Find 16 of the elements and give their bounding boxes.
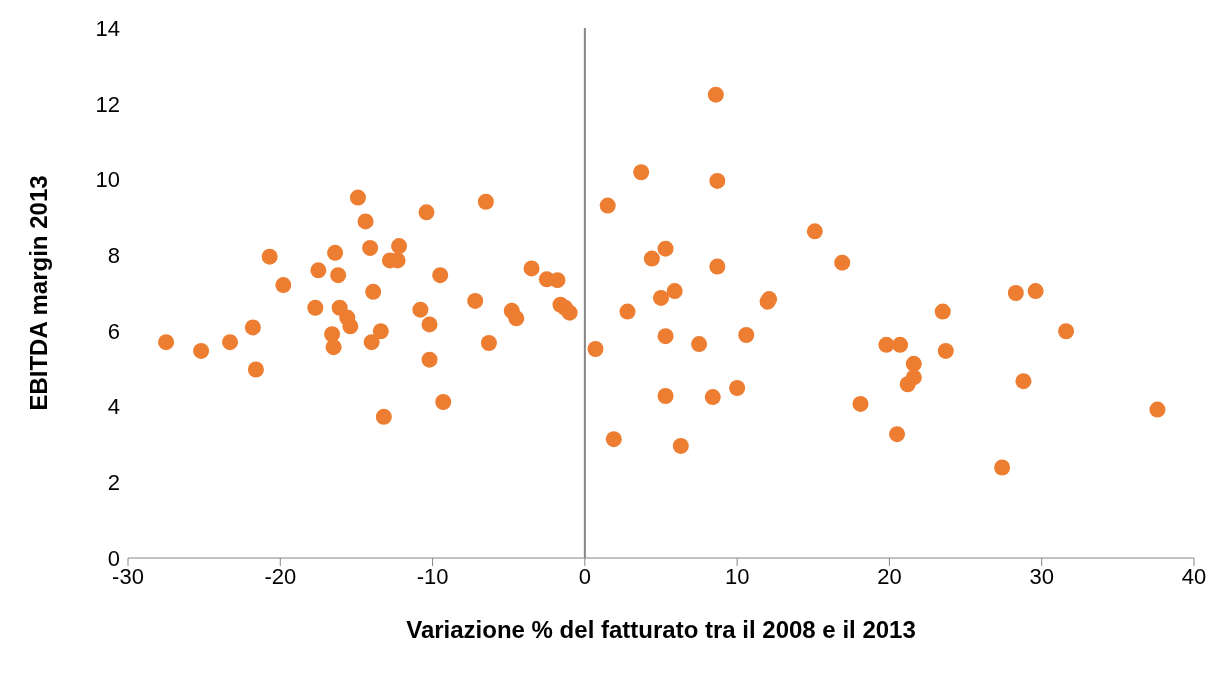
x-tick-label: -10: [416, 563, 449, 589]
y-tick-label: 6: [107, 318, 120, 344]
x-tick-label: 30: [1029, 563, 1054, 589]
y-tick-label: 12: [95, 91, 120, 117]
x-tick-label: 40: [1181, 563, 1207, 589]
y-axis-title: EBITDA margin 2013: [24, 175, 52, 411]
x-tick-label: 20: [877, 563, 902, 589]
x-tick-label: 10: [724, 563, 750, 589]
y-tick-label: 10: [95, 167, 120, 193]
y-tick-label: 4: [107, 394, 120, 420]
y-tick-label: 14: [95, 15, 120, 41]
x-tick-label: -20: [264, 563, 297, 589]
y-tick-label: 8: [107, 242, 120, 268]
x-axis-title: Variazione % del fatturato tra il 2008 e il 2013: [406, 616, 916, 643]
y-tick-label: 2: [107, 470, 120, 496]
x-tick-label: 0: [578, 563, 591, 589]
